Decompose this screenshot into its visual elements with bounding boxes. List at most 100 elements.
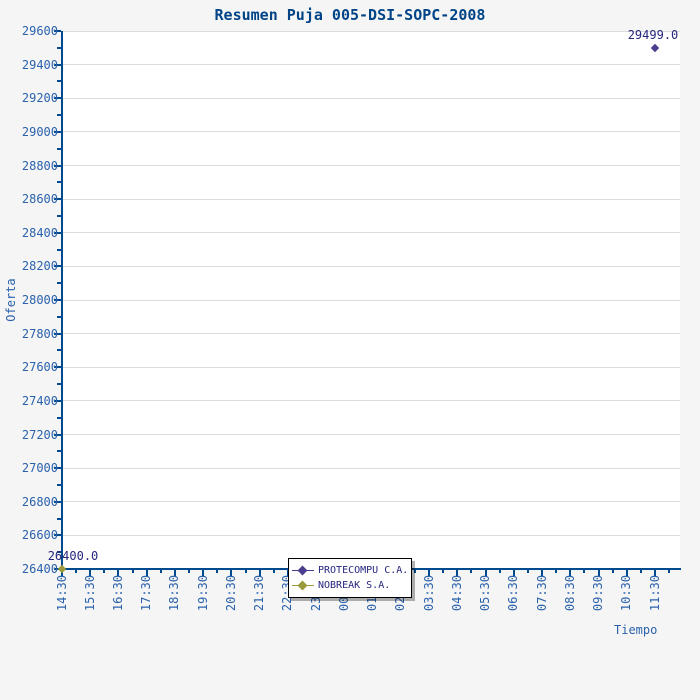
chart-title: Resumen Puja 005-DSI-SOPC-2008 [214, 6, 486, 24]
y-tick-major [54, 467, 61, 470]
y-tick-major [54, 399, 61, 402]
x-tick-minor [583, 570, 586, 573]
y-tick-minor [57, 46, 61, 49]
y-tick-major [54, 568, 61, 570]
x-tick-major [541, 570, 544, 576]
x-tick-label: 06:30 [506, 575, 521, 612]
y-tick-label: 28800 [21, 158, 58, 173]
x-tick-major [625, 570, 628, 576]
x-tick-major [512, 570, 515, 576]
y-axis-line [61, 31, 63, 570]
y-tick-major [54, 231, 61, 234]
x-tick-minor [639, 570, 642, 573]
x-tick-major [456, 570, 459, 576]
gridline [62, 30, 680, 32]
gridline [62, 501, 680, 503]
x-tick-minor [216, 570, 219, 573]
y-tick-major [54, 433, 61, 436]
x-tick-label: 04:30 [449, 575, 464, 612]
x-tick-major [230, 570, 233, 576]
y-tick-major [54, 30, 61, 32]
legend-item: NOBREAK S.A. [292, 580, 408, 592]
x-tick-label: 05:30 [478, 575, 493, 612]
gridline [62, 97, 680, 99]
gridline [62, 131, 680, 133]
legend: PROTECOMPU C.A. NOBREAK S.A. [288, 558, 412, 598]
gridline [62, 400, 680, 402]
x-tick-minor [413, 570, 416, 573]
y-tick-label: 28200 [21, 259, 58, 274]
x-tick-minor [159, 570, 162, 573]
y-tick-major [54, 500, 61, 503]
x-tick-label: 09:30 [591, 575, 606, 612]
legend-series-marker-icon [292, 580, 314, 591]
gridline [62, 366, 680, 368]
x-tick-label: 03:30 [421, 575, 436, 612]
y-tick-label: 27600 [21, 360, 58, 375]
legend-series-marker-icon [292, 565, 314, 576]
x-tick-minor [103, 570, 106, 573]
y-tick-minor [57, 551, 61, 554]
x-tick-major [202, 570, 205, 576]
x-tick-major [597, 570, 600, 576]
y-tick-label: 27200 [21, 427, 58, 442]
y-tick-label: 26600 [21, 528, 58, 543]
x-tick-major [258, 570, 261, 576]
gridline [62, 165, 680, 166]
gridline [62, 534, 680, 536]
gridline [62, 299, 680, 301]
x-tick-label: 14:30 [54, 575, 69, 612]
x-tick-minor [75, 570, 78, 573]
gridline [62, 265, 680, 267]
gridline [62, 232, 680, 234]
diamond-icon [297, 565, 308, 576]
y-tick-minor [57, 214, 61, 217]
y-tick-minor [57, 483, 61, 486]
x-tick-major [145, 570, 148, 576]
x-tick-label: 16:30 [110, 575, 125, 612]
x-tick-major [117, 570, 120, 576]
x-tick-major [569, 570, 572, 576]
x-tick-minor [498, 570, 501, 573]
x-tick-major [286, 570, 289, 576]
y-tick-major [54, 130, 61, 133]
y-tick-major [54, 332, 61, 335]
x-tick-major [484, 570, 487, 576]
x-tick-label: 18:30 [167, 575, 182, 612]
gridline [62, 64, 680, 66]
y-tick-minor [57, 282, 61, 285]
y-tick-major [54, 198, 61, 201]
x-tick-major [173, 570, 176, 576]
y-tick-minor [57, 248, 61, 251]
y-tick-label: 29000 [21, 124, 58, 139]
x-tick-minor [244, 570, 247, 573]
y-tick-label: 27800 [21, 326, 58, 341]
y-tick-label: 28400 [21, 225, 58, 240]
x-tick-minor [470, 570, 473, 573]
x-tick-label: 21:30 [252, 575, 267, 612]
y-tick-label: 28000 [21, 293, 58, 307]
legend-label: PROTECOMPU C.A. [318, 564, 409, 576]
x-tick-label: 20:30 [223, 575, 238, 612]
y-tick-minor [57, 349, 61, 352]
gridline [62, 198, 680, 200]
x-tick-label: 10:30 [619, 575, 634, 612]
y-tick-minor [57, 114, 61, 117]
y-tick-label: 26800 [21, 494, 58, 509]
y-tick-label: 27000 [21, 461, 58, 476]
data-point-label: 29499.0 [627, 27, 679, 42]
y-tick-minor [57, 517, 61, 520]
y-tick-minor [57, 416, 61, 419]
y-tick-major [54, 164, 61, 167]
y-tick-major [54, 63, 61, 66]
y-tick-minor [57, 80, 61, 83]
x-tick-minor [526, 570, 529, 573]
y-tick-minor [57, 181, 61, 184]
y-tick-minor [57, 450, 61, 453]
x-tick-minor [555, 570, 558, 573]
y-tick-label: 29400 [21, 57, 58, 72]
y-tick-label: 29200 [21, 91, 58, 106]
x-tick-minor [611, 570, 614, 573]
y-tick-label: 28600 [21, 192, 58, 207]
